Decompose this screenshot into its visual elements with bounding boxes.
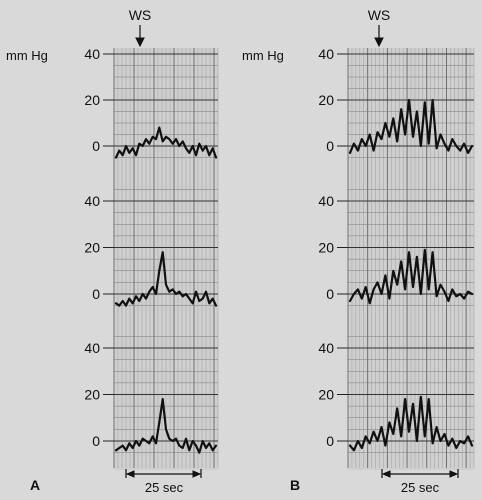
panel-a-y-ticks: 0 20 40 0 20 40 0 20 40 — [84, 46, 114, 449]
panel-b-trace-3 — [348, 395, 474, 452]
panel-a-trace-3 — [114, 398, 218, 454]
panel-a-ws-arrow-icon — [135, 25, 145, 48]
y-tick-label: 20 — [84, 92, 100, 108]
panel-b-ws-label: WS — [368, 7, 391, 23]
panel-b: 0 20 40 0 20 40 0 20 40 mm Hg WS B 25 sec — [242, 7, 475, 495]
panel-a-letter: A — [30, 477, 40, 493]
panel-b-unit-label: mm Hg — [242, 48, 284, 63]
panel-b-letter: B — [290, 477, 300, 493]
y-tick-label: 40 — [318, 340, 334, 356]
panel-b-y-ticks: 0 20 40 0 20 40 0 20 40 — [318, 46, 348, 449]
panel-a-unit-label: mm Hg — [6, 48, 48, 63]
panel-b-trace-2 — [348, 248, 474, 305]
y-tick-label: 0 — [92, 433, 100, 449]
panel-a-traces — [114, 126, 218, 454]
y-tick-label: 20 — [318, 92, 334, 108]
y-tick-label: 40 — [84, 46, 100, 62]
y-tick-label: 40 — [318, 193, 334, 209]
panel-a-trace-2 — [114, 251, 218, 307]
panel-b-trace-1 — [348, 98, 474, 154]
panel-a-time-scale-bar — [125, 469, 202, 478]
y-tick-label: 40 — [84, 340, 100, 356]
y-tick-label: 0 — [92, 138, 100, 154]
panel-b-traces — [348, 98, 474, 452]
y-tick-label: 20 — [318, 240, 334, 256]
y-tick-label: 40 — [318, 46, 334, 62]
panel-a-grid — [113, 48, 219, 468]
panel-a-trace-1 — [114, 126, 218, 159]
y-tick-label: 20 — [84, 387, 100, 403]
y-tick-label: 0 — [326, 138, 334, 154]
panel-a-time-scale-label: 25 sec — [145, 480, 184, 495]
panel-b-time-scale-bar — [381, 469, 459, 478]
y-tick-label: 0 — [326, 433, 334, 449]
y-tick-label: 40 — [84, 193, 100, 209]
panel-b-ws-arrow-icon — [374, 25, 384, 48]
y-tick-label: 0 — [92, 286, 100, 302]
y-tick-label: 20 — [318, 387, 334, 403]
panel-b-time-scale-label: 25 sec — [401, 480, 440, 495]
panel-a: 0 20 40 0 20 40 0 20 40 mm Hg WS A 25 sec — [6, 7, 219, 495]
y-tick-label: 0 — [326, 286, 334, 302]
y-tick-label: 20 — [84, 240, 100, 256]
panel-a-ws-label: WS — [129, 7, 152, 23]
